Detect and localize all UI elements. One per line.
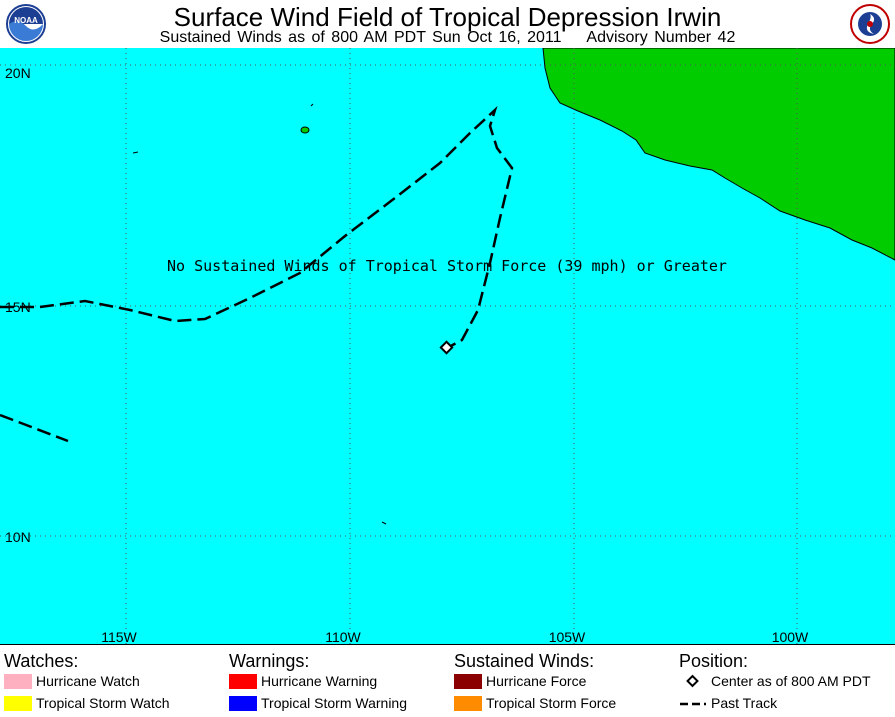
wind-annotation: No Sustained Winds of Tropical Storm For… (167, 257, 727, 275)
lon-label-105w: 105W (549, 629, 586, 644)
hurricane-force-label: Hurricane Force (486, 673, 587, 689)
tropical-storm-warning-label: Tropical Storm Warning (261, 695, 408, 711)
legend-center: Center as of 800 AM PDT (679, 673, 871, 689)
legend-warnings-heading: Warnings: (229, 651, 310, 671)
legend-watches-heading: Watches: (4, 651, 79, 671)
nws-logo-icon (850, 4, 890, 44)
island-socorro (300, 126, 310, 134)
tropical-storm-force-label: Tropical Storm Force (486, 695, 617, 711)
island-clipperton (381, 521, 387, 525)
legend-hurricane-warning: Hurricane Warning (229, 673, 377, 689)
lon-label-115w: 115W (101, 629, 137, 644)
page-title: Surface Wind Field of Tropical Depressio… (173, 2, 722, 32)
hurricane-warning-swatch (229, 674, 257, 689)
hurricane-watch-swatch (4, 674, 32, 689)
hurricane-force-swatch (454, 674, 482, 689)
legend-winds-heading: Sustained Winds: (454, 651, 595, 671)
legend-position-heading: Position: (679, 651, 749, 671)
island-san-benedicto (310, 103, 314, 107)
land-mexico (542, 48, 895, 261)
storm-center-diamond-icon (439, 340, 454, 355)
tropical-storm-watch-label: Tropical Storm Watch (36, 695, 170, 711)
legend-tropical-storm-watch: Tropical Storm Watch (4, 695, 170, 711)
noaa-logo-icon: NOAA (6, 4, 46, 44)
wind-field-map: 20N 15N 10N 115W 110W 105W 100W No Susta… (0, 48, 895, 644)
legend-hurricane-watch: Hurricane Watch (4, 673, 140, 689)
island-clarion (132, 151, 139, 154)
lon-label-100w: 100W (772, 629, 809, 644)
legend-past-track: Past Track (679, 695, 777, 711)
hurricane-warning-label: Hurricane Warning (261, 673, 378, 689)
legend-tropical-storm-force: Tropical Storm Force (454, 695, 616, 711)
past-track-west (0, 413, 69, 443)
map-header: NOAA Surface Wind Field of Tropical Depr… (0, 0, 895, 48)
lat-label-10n: 10N (5, 529, 31, 545)
tropical-storm-warning-swatch (229, 696, 257, 711)
past-track-label: Past Track (711, 695, 778, 711)
lon-label-110w: 110W (325, 629, 361, 644)
lat-label-15n: 15N (5, 299, 31, 315)
dashed-line-icon (680, 702, 706, 706)
center-label: Center as of 800 AM PDT (711, 673, 871, 689)
map-grid (0, 48, 895, 644)
diamond-icon (686, 674, 699, 688)
legend-tropical-storm-warning: Tropical Storm Warning (229, 695, 407, 711)
tropical-storm-watch-swatch (4, 696, 32, 711)
legend: Watches: Hurricane Watch Tropical Storm … (0, 644, 895, 717)
past-track-main (0, 105, 514, 350)
legend-hurricane-force: Hurricane Force (454, 673, 586, 689)
page-subtitle: Sustained Winds as of 800 AM PDT Sun Oct… (159, 29, 736, 46)
hurricane-watch-label: Hurricane Watch (36, 673, 140, 689)
lat-label-20n: 20N (5, 65, 31, 81)
tropical-storm-force-swatch (454, 696, 482, 711)
past-track (0, 105, 514, 443)
svg-text:NOAA: NOAA (14, 16, 38, 25)
